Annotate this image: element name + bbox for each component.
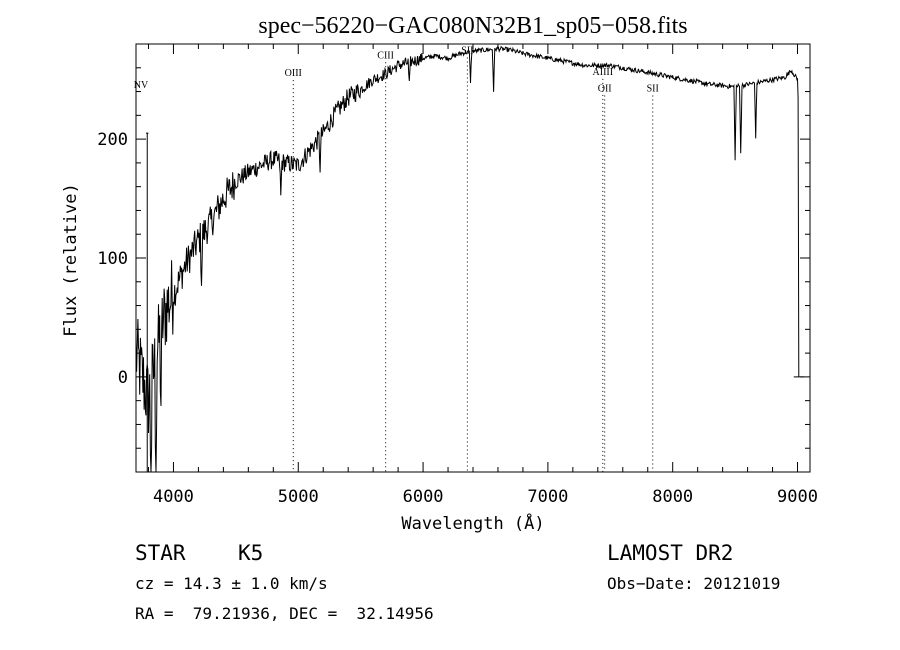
x-tick-label: 5000 xyxy=(278,487,319,507)
x-axis-label: Wavelength (Å) xyxy=(401,512,544,534)
redshift-value: cz = 14.3 ± 1.0 km/s xyxy=(135,574,328,593)
chart-title: spec−56220−GAC080N32B1_sp05−058.fits xyxy=(258,13,687,39)
y-tick-label: 200 xyxy=(97,130,128,150)
reference-line-label: OII xyxy=(598,84,612,95)
x-tick-label: 4000 xyxy=(153,487,194,507)
survey-name: LAMOST DR2 xyxy=(607,541,734,565)
x-tick-label: 9000 xyxy=(777,487,818,507)
plot-axes: 4000 5000 6000 7000 8000 9000 0 100 200 xyxy=(97,43,818,507)
reference-line-label: OIII xyxy=(285,68,302,79)
y-tick-label: 0 xyxy=(118,368,128,388)
plot-frame xyxy=(135,43,811,473)
y-axis-label: Flux (relative) xyxy=(61,183,81,337)
coordinates: RA = 79.21936, DEC = 32.14956 xyxy=(135,604,434,623)
reference-line-label: NV xyxy=(134,80,149,91)
x-tick-label: 7000 xyxy=(527,487,568,507)
flux-series xyxy=(135,45,804,473)
x-tick-label: 6000 xyxy=(403,487,444,507)
y-tick-label: 100 xyxy=(97,249,128,269)
x-tick-label: 8000 xyxy=(652,487,693,507)
object-class: STAR xyxy=(135,541,186,565)
object-subclass: K5 xyxy=(238,541,264,565)
reference-line-label: SII xyxy=(647,84,659,95)
flux-line xyxy=(135,45,800,473)
observation-date: Obs−Date: 20121019 xyxy=(607,574,781,593)
reference-line-label: CIII xyxy=(377,50,394,61)
reference-line-label: AIIII xyxy=(593,67,614,78)
